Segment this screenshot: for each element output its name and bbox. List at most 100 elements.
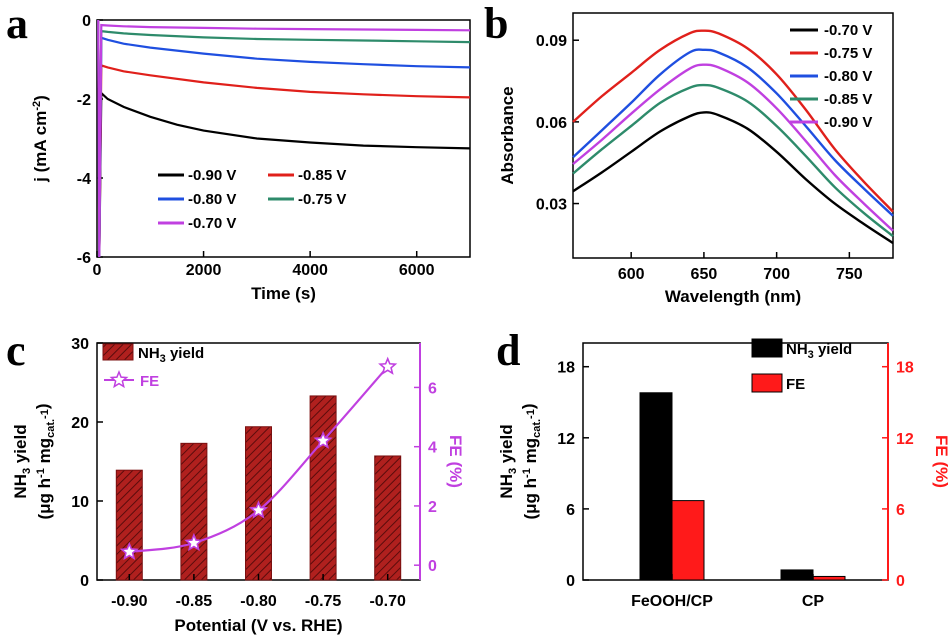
- y-tick-label: 18: [557, 360, 575, 377]
- y-axis-title: j (mA cm-2): [31, 95, 50, 183]
- y-axis-title-line1: NH3 yield: [11, 424, 33, 498]
- series-line--0.80 V: [572, 48, 894, 217]
- legend-label: -0.75 V: [298, 191, 346, 208]
- x-tick-label: 4000: [292, 262, 328, 279]
- panel-letter-b: b: [484, 0, 508, 48]
- legend-label: -0.75 V: [824, 45, 872, 62]
- series-line--0.85 V: [572, 83, 894, 238]
- legend-label: -0.85 V: [824, 91, 872, 108]
- y2-tick-label: 6: [896, 502, 905, 519]
- y2-tick-label: 0: [428, 558, 437, 575]
- y2-tick-label: 2: [428, 499, 437, 516]
- y-axis-title-line1: NH3 yield: [497, 424, 519, 498]
- y-tick-label: 20: [71, 415, 89, 432]
- fe-star-marker: [248, 500, 269, 519]
- bar: [374, 455, 402, 581]
- legend-label: -0.85 V: [298, 167, 346, 184]
- bar-nh3: [780, 569, 814, 581]
- bar-nh3: [639, 392, 673, 581]
- legend-star-icon: [109, 370, 129, 389]
- legend-swatch-bar: [102, 343, 134, 361]
- x-tick-label: -0.75: [305, 593, 342, 610]
- legend-label: -0.70 V: [824, 22, 872, 39]
- x-tick-label: 2000: [186, 262, 222, 279]
- y-tick-label: 12: [557, 431, 575, 448]
- y-tick-label: 0.09: [536, 33, 567, 50]
- y-axis-title: Absorbance: [498, 86, 517, 184]
- x-tick-label: -0.80: [240, 593, 277, 610]
- x-tick-label: FeOOH/CP: [631, 593, 713, 610]
- legend-label-nh3: NH3 yield: [786, 341, 852, 361]
- legend-swatch-fe: [751, 373, 783, 393]
- y-axis-title-line2: (μg h-1 mgcat.-1): [519, 404, 543, 520]
- fe-star-marker: [313, 430, 333, 449]
- y-tick-label: 0.06: [536, 115, 567, 132]
- y-tick-label: 30: [71, 336, 89, 353]
- x-tick-label: 650: [691, 266, 718, 283]
- chart-panel-b: 600 650 700 750 0.03 0.06 0.09 Wavelength (nm) A…: [498, 12, 894, 306]
- bar-fe: [671, 500, 705, 581]
- panel-letter-c: c: [6, 326, 26, 375]
- fe-star-marker: [119, 541, 139, 560]
- series-line--0.90 V: [572, 63, 894, 232]
- chart-panel-a: 0 2000 4000 6000 0 -2 -4 -6 Time (s) j (mA cm-2) -…: [31, 13, 471, 303]
- y-tick-label: 0: [566, 573, 575, 590]
- y2-axis-title: FE (%): [446, 435, 465, 488]
- bar: [309, 395, 337, 581]
- series-line--0.80 V: [97, 19, 471, 258]
- x-tick-label: 750: [836, 266, 863, 283]
- y-tick-label: 0: [82, 13, 91, 30]
- legend-label: -0.90 V: [824, 114, 872, 131]
- plot-frame: [582, 342, 889, 581]
- y-tick-label: -4: [77, 171, 91, 188]
- series-line--0.70 V: [97, 19, 471, 258]
- bar-fe: [812, 575, 846, 581]
- legend-label-nh3: NH3 yield: [138, 345, 204, 365]
- chart-panel-c: -0.90 -0.85 -0.80 -0.75 -0.70 0 10 20 30 0 2 4 6 FE (…: [11, 336, 465, 635]
- fe-star-marker: [378, 356, 398, 375]
- y2-tick-label: 4: [428, 440, 437, 457]
- y-tick-label: 0.03: [536, 197, 567, 214]
- x-tick-label: -0.90: [111, 593, 148, 610]
- y-tick-label: -2: [77, 92, 91, 109]
- x-tick-label: 6000: [399, 262, 435, 279]
- legend-label: -0.80 V: [824, 68, 872, 85]
- y2-tick-label: 0: [896, 573, 905, 590]
- x-tick-label: 0: [93, 262, 102, 279]
- y2-axis-title: FE (%): [932, 435, 950, 488]
- panel-letter-a: a: [6, 0, 28, 48]
- x-axis-title: Potential (V vs. RHE): [174, 616, 342, 635]
- legend-label-fe: FE: [786, 376, 805, 393]
- x-tick-label: -0.85: [176, 593, 213, 610]
- y-axis-title-line2: (μg h-1 mgcat.-1): [33, 404, 57, 520]
- plot-frame: [572, 12, 894, 259]
- bar: [180, 442, 208, 581]
- series-line--0.75 V: [572, 29, 894, 213]
- y-tick-label: 10: [71, 494, 89, 511]
- x-tick-label: 700: [763, 266, 790, 283]
- y2-tick-label: 6: [428, 380, 437, 397]
- legend-label: -0.90 V: [188, 167, 236, 184]
- series-line--0.75 V: [97, 19, 471, 258]
- series-line--0.90 V: [97, 19, 471, 258]
- series-line--0.85 V: [97, 19, 471, 258]
- y-tick-label: 6: [566, 502, 575, 519]
- legend-swatch-nh3: [751, 338, 783, 358]
- y-tick-label: 0: [80, 573, 89, 590]
- y2-tick-label: 12: [896, 431, 914, 448]
- y2-tick-label: 18: [896, 360, 914, 377]
- legend-label: -0.70 V: [188, 215, 236, 232]
- x-axis-title: Time (s): [251, 284, 316, 303]
- x-tick-label: CP: [802, 593, 825, 610]
- series-line--0.70 V: [572, 111, 894, 245]
- legend-label: -0.80 V: [188, 191, 236, 208]
- panel-letter-d: d: [496, 326, 520, 375]
- bar: [115, 469, 143, 581]
- y-tick-label: -6: [77, 250, 91, 267]
- x-tick-label: -0.70: [369, 593, 406, 610]
- x-tick-label: 600: [618, 266, 645, 283]
- plot-frame: [96, 19, 471, 258]
- x-axis-title: Wavelength (nm): [665, 287, 801, 306]
